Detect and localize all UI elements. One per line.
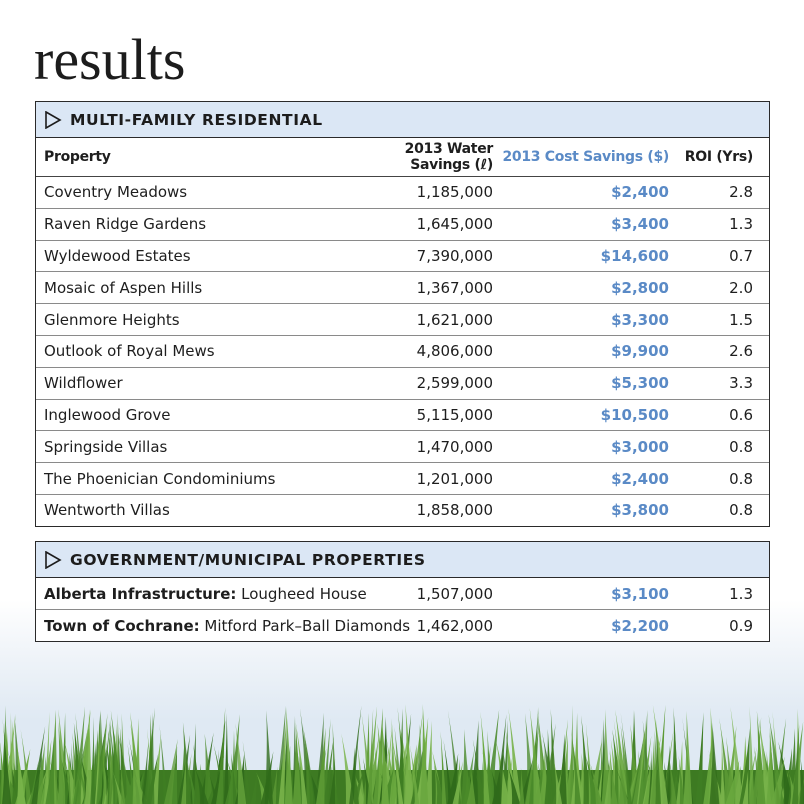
- page-title: results: [34, 27, 186, 92]
- government-header: GOVERNMENT/MUNICIPAL PROPERTIES: [36, 542, 769, 578]
- roi-cell: 0.6: [729, 405, 753, 424]
- property-cell: Inglewood Grove: [44, 405, 171, 424]
- water-savings-cell: 1,621,000: [416, 310, 493, 329]
- cost-savings-cell: $3,300: [611, 310, 669, 329]
- property-cell: The Phoenician Condominiums: [44, 469, 276, 488]
- property-cell: Coventry Meadows: [44, 183, 188, 202]
- column-header-property: Property: [44, 149, 111, 165]
- triangle-right-outline-icon: [44, 550, 62, 569]
- cost-savings-cell: $10,500: [600, 405, 669, 424]
- table-row: Wentworth Villas 1,858,000 $3,800 0.8: [36, 495, 769, 526]
- property-cell: Alberta Infrastructure: Lougheed House: [36, 584, 367, 603]
- water-savings-cell: 1,858,000: [416, 501, 493, 520]
- residential-table-body: Coventry Meadows 1,185,000 $2,400 2.8 Raven …: [36, 177, 769, 526]
- roi-cell: 2.0: [729, 278, 753, 297]
- water-savings-cell: 1,201,000: [416, 469, 493, 488]
- government-table-body: Alberta Infrastructure: Lougheed House 1,…: [36, 578, 769, 641]
- table-row: Wildflower 2,599,000 $5,300 3.3: [36, 368, 769, 400]
- roi-cell: 0.7: [729, 246, 753, 265]
- cost-savings-cell: $2,400: [611, 469, 669, 488]
- cost-savings-cell: $3,800: [611, 501, 669, 520]
- government-panel: GOVERNMENT/MUNICIPAL PROPERTIES Alberta …: [35, 541, 770, 642]
- water-savings-cell: 1,470,000: [416, 437, 493, 456]
- water-savings-cell: 1,462,000: [416, 616, 493, 635]
- table-row: Alberta Infrastructure: Lougheed House 1,…: [36, 578, 769, 610]
- table-row: Coventry Meadows 1,185,000 $2,400 2.8: [36, 177, 769, 209]
- cost-savings-cell: $3,100: [611, 584, 669, 603]
- roi-cell: 2.8: [729, 183, 753, 202]
- cost-savings-cell: $14,600: [600, 246, 669, 265]
- cost-savings-cell: $2,200: [611, 616, 669, 635]
- property-cell: Outlook of Royal Mews: [44, 342, 215, 361]
- property-cell: Raven Ridge Gardens: [44, 215, 207, 234]
- roi-cell: 0.8: [729, 501, 753, 520]
- table-row: Outlook of Royal Mews 4,806,000 $9,900 2.6: [36, 336, 769, 368]
- column-header-cost-savings: 2013 Cost Savings ($): [502, 149, 669, 165]
- table-column-header-row: Property 2013 Water Savings (ℓ) 2013 Cos…: [36, 138, 769, 177]
- column-header-roi: ROI (Yrs): [684, 149, 754, 165]
- cost-savings-cell: $5,300: [611, 374, 669, 393]
- site-label: Mitford Park–Ball Diamonds: [199, 616, 411, 635]
- property-cell: Springside Villas: [44, 437, 168, 456]
- water-savings-cell: 2,599,000: [416, 374, 493, 393]
- property-cell: Wyldewood Estates: [44, 246, 191, 265]
- site-label: Lougheed House: [236, 584, 367, 603]
- table-row: Raven Ridge Gardens 1,645,000 $3,400 1.3: [36, 209, 769, 241]
- property-cell: Mosaic of Aspen Hills: [44, 278, 203, 297]
- roi-cell: 0.9: [729, 616, 753, 635]
- cost-savings-cell: $3,400: [611, 215, 669, 234]
- grass-decoration: [0, 704, 804, 804]
- government-heading: GOVERNMENT/MUNICIPAL PROPERTIES: [70, 550, 426, 569]
- roi-cell: 1.3: [729, 584, 753, 603]
- cost-savings-cell: $3,000: [611, 437, 669, 456]
- cost-savings-cell: $2,800: [611, 278, 669, 297]
- table-row: Glenmore Heights 1,621,000 $3,300 1.5: [36, 304, 769, 336]
- property-cell: Wentworth Villas: [44, 501, 170, 520]
- water-savings-cell: 1,367,000: [416, 278, 493, 297]
- roi-cell: 0.8: [729, 437, 753, 456]
- water-savings-cell: 4,806,000: [416, 342, 493, 361]
- roi-cell: 0.8: [729, 469, 753, 488]
- column-header-water-savings: 2013 Water Savings (ℓ): [404, 141, 494, 173]
- property-cell: Town of Cochrane: Mitford Park–Ball Diam…: [36, 616, 410, 635]
- table-row: Town of Cochrane: Mitford Park–Ball Diam…: [36, 610, 769, 641]
- table-row: Inglewood Grove 5,115,000 $10,500 0.6: [36, 400, 769, 432]
- table-row: Springside Villas 1,470,000 $3,000 0.8: [36, 431, 769, 464]
- water-savings-cell: 7,390,000: [416, 246, 493, 265]
- roi-cell: 3.3: [729, 374, 753, 393]
- water-savings-cell: 5,115,000: [416, 405, 493, 424]
- water-savings-cell: 1,507,000: [416, 584, 493, 603]
- roi-cell: 1.5: [729, 310, 753, 329]
- roi-cell: 1.3: [729, 215, 753, 234]
- water-savings-cell: 1,185,000: [416, 183, 493, 202]
- property-cell: Glenmore Heights: [44, 310, 180, 329]
- residential-heading: MULTI-FAMILY RESIDENTIAL: [70, 110, 323, 129]
- owner-label: Town of Cochrane:: [44, 616, 200, 635]
- owner-label: Alberta Infrastructure:: [44, 584, 237, 603]
- roi-cell: 2.6: [729, 342, 753, 361]
- residential-header: MULTI-FAMILY RESIDENTIAL: [36, 102, 769, 138]
- table-row: The Phoenician Condominiums 1,201,000 $2,4…: [36, 463, 769, 495]
- residential-panel: MULTI-FAMILY RESIDENTIAL Property 2013 W…: [35, 101, 770, 527]
- cost-savings-cell: $9,900: [611, 342, 669, 361]
- triangle-right-outline-icon: [44, 110, 62, 129]
- cost-savings-cell: $2,400: [611, 183, 669, 202]
- water-savings-cell: 1,645,000: [416, 215, 493, 234]
- table-row: Wyldewood Estates 7,390,000 $14,600 0.7: [36, 241, 769, 273]
- table-row: Mosaic of Aspen Hills 1,367,000 $2,800 2.0: [36, 272, 769, 305]
- property-cell: Wildflower: [44, 374, 123, 393]
